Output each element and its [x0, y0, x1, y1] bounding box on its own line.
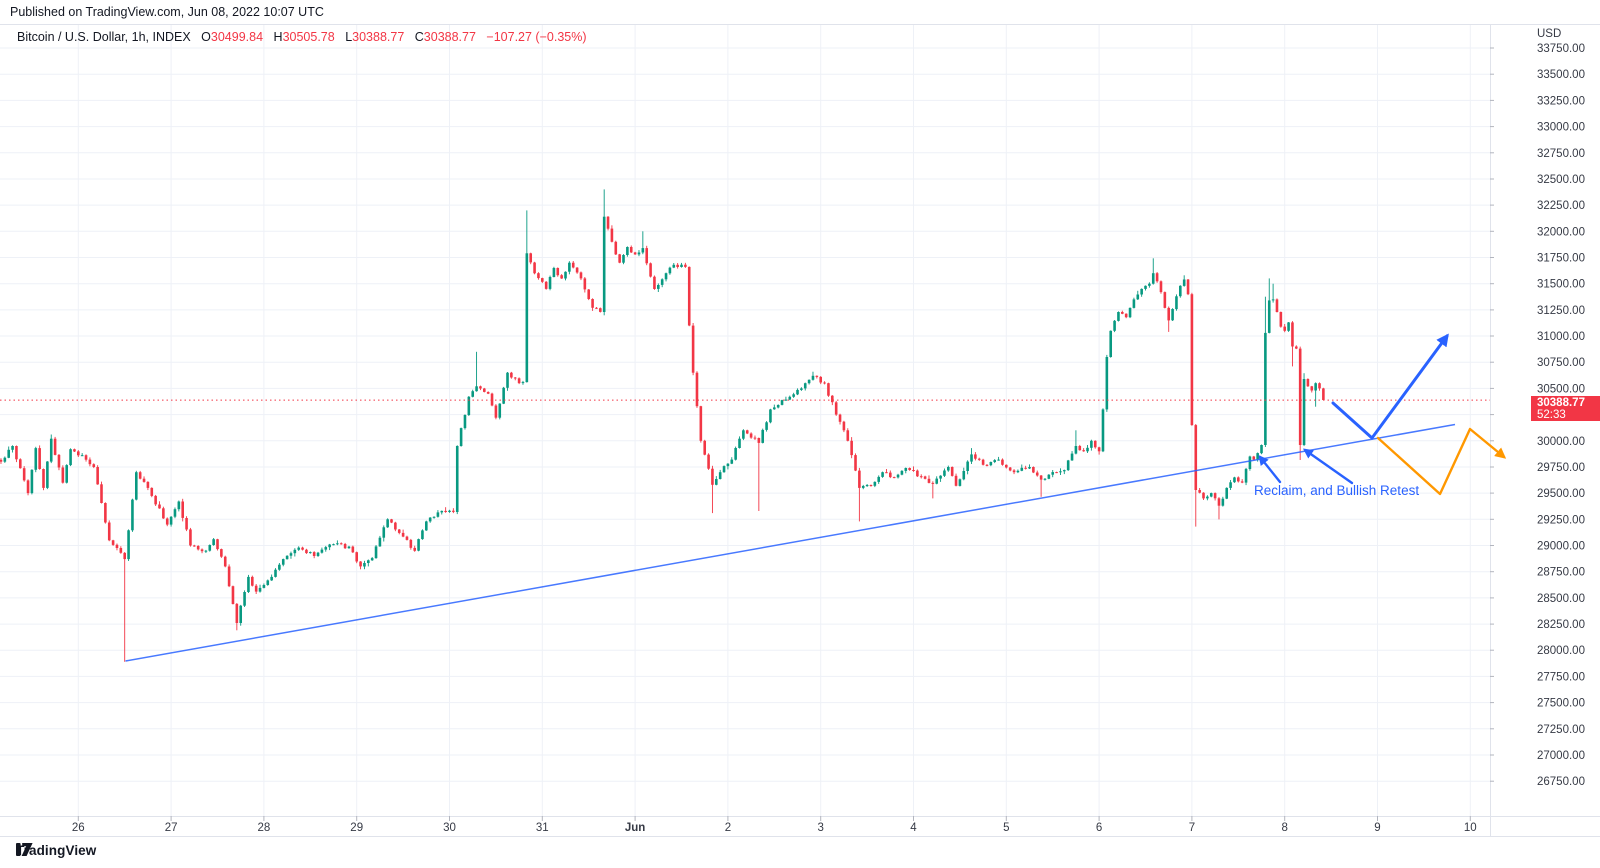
svg-text:33250.00: 33250.00: [1537, 95, 1585, 107]
svg-text:26750.00: 26750.00: [1537, 776, 1585, 788]
currency-label: USD: [1537, 28, 1561, 40]
low-value: 30388.77: [352, 30, 405, 44]
trendline[interactable]: [125, 423, 1456, 662]
svg-text:27500.00: 27500.00: [1537, 698, 1585, 710]
svg-text:29500.00: 29500.00: [1537, 488, 1585, 500]
svg-text:27250.00: 27250.00: [1537, 724, 1585, 736]
price-axis-strip[interactable]: [1490, 25, 1600, 836]
svg-text:29250.00: 29250.00: [1537, 514, 1585, 526]
grid-layer: [0, 25, 1490, 816]
svg-text:29: 29: [350, 822, 363, 834]
svg-text:27: 27: [165, 822, 178, 834]
svg-text:3: 3: [817, 822, 823, 834]
bearish-projection-arrow: [1376, 427, 1507, 496]
svg-text:30750.00: 30750.00: [1537, 357, 1585, 369]
close-value: 30388.77: [423, 30, 476, 44]
svg-text:28: 28: [258, 822, 271, 834]
open-value: 30499.84: [210, 30, 264, 44]
price-axis-labels: USD 26750.00 27000.00 27250.00 27500.00 27750…: [1490, 28, 1585, 788]
svg-text:8: 8: [1281, 822, 1287, 834]
svg-text:6: 6: [1096, 822, 1102, 834]
svg-text:27750.00: 27750.00: [1537, 671, 1585, 683]
svg-text:26: 26: [72, 822, 85, 834]
svg-text:29750.00: 29750.00: [1537, 462, 1585, 474]
open-label: O: [201, 30, 211, 44]
svg-text:7: 7: [1189, 822, 1195, 834]
drawing-arrows[interactable]: [1258, 333, 1507, 496]
svg-text:9: 9: [1374, 822, 1380, 834]
svg-text:32000.00: 32000.00: [1537, 226, 1585, 238]
svg-text:33000.00: 33000.00: [1537, 122, 1585, 134]
bullish-projection-arrow: [1331, 333, 1449, 440]
svg-text:28000.00: 28000.00: [1537, 645, 1585, 657]
tradingview-logo-text: TradingView: [16, 843, 97, 858]
time-axis-strip[interactable]: [0, 816, 1600, 868]
close-label: C: [414, 30, 424, 44]
pointer-arrow-retest: [1302, 448, 1354, 485]
svg-text:30: 30: [443, 822, 456, 834]
svg-text:31: 31: [536, 822, 549, 834]
pointer-arrow-reclaim: [1258, 455, 1282, 484]
tradingview-logo[interactable]: TradingView: [16, 843, 96, 858]
svg-text:4: 4: [910, 822, 917, 834]
low-label: L: [345, 30, 353, 44]
last-price-tag: 30388.77 52:33: [1531, 395, 1600, 422]
svg-text:29000.00: 29000.00: [1537, 541, 1585, 553]
high-label: H: [273, 30, 283, 44]
last-price-value: 30388.77: [1537, 396, 1585, 409]
svg-text:31500.00: 31500.00: [1537, 279, 1585, 291]
svg-text:32250.00: 32250.00: [1537, 200, 1585, 212]
candles-layer: [0, 189, 1325, 662]
published-text: Published on TradingView.com, Jun 08, 20…: [10, 5, 324, 19]
svg-text:30000.00: 30000.00: [1537, 436, 1585, 448]
axis-borders: [0, 25, 1600, 837]
svg-text:33500.00: 33500.00: [1537, 69, 1585, 81]
svg-text:30500.00: 30500.00: [1537, 383, 1585, 395]
svg-text:33750.00: 33750.00: [1537, 43, 1585, 55]
tradingview-logo-icon: [16, 843, 33, 856]
svg-text:32500.00: 32500.00: [1537, 174, 1585, 186]
change-value: −107.27 (−0.35%): [486, 30, 587, 44]
svg-text:2: 2: [725, 822, 731, 834]
svg-text:31750.00: 31750.00: [1537, 253, 1585, 265]
svg-text:28750.00: 28750.00: [1537, 567, 1585, 579]
annotation-note[interactable]: Reclaim, and Bullish Retest: [1254, 483, 1420, 498]
symbol-title: Bitcoin / U.S. Dollar, 1h, INDEX: [17, 30, 191, 44]
svg-text:32750.00: 32750.00: [1537, 148, 1585, 160]
svg-text:10: 10: [1464, 822, 1477, 834]
svg-text:27000.00: 27000.00: [1537, 750, 1585, 762]
time-axis-labels: 26 27 28 29 30 31 Jun 2 3 4 5 6 7 8 9 10: [72, 816, 1477, 834]
svg-text:Jun: Jun: [625, 822, 645, 834]
bar-countdown: 52:33: [1537, 409, 1566, 422]
svg-text:28250.00: 28250.00: [1537, 619, 1585, 631]
svg-text:28500.00: 28500.00: [1537, 593, 1585, 605]
high-value: 30505.78: [282, 30, 335, 44]
svg-text:31250.00: 31250.00: [1537, 305, 1585, 317]
published-bar: Published on TradingView.com, Jun 08, 20…: [0, 0, 1600, 25]
symbol-legend[interactable]: Bitcoin / U.S. Dollar, 1h, INDEX O30499.…: [17, 30, 587, 44]
svg-text:31000.00: 31000.00: [1537, 331, 1585, 343]
svg-text:5: 5: [1003, 822, 1009, 834]
